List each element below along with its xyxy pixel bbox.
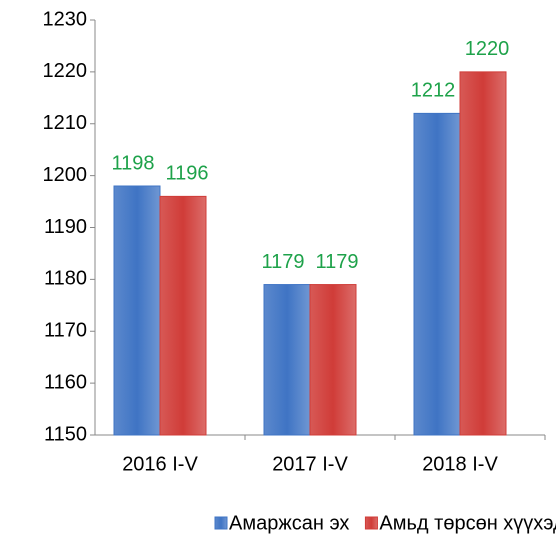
bar <box>309 284 357 436</box>
value-label: 1179 <box>261 251 304 273</box>
y-tick-label: 1150 <box>44 423 87 445</box>
y-tick-label: 1190 <box>44 216 87 238</box>
value-label: 1198 <box>111 152 154 174</box>
y-tick-label: 1170 <box>44 320 87 342</box>
value-label: 1179 <box>315 251 358 273</box>
y-tick-label: 1210 <box>43 112 88 134</box>
bar <box>263 284 311 436</box>
bar <box>413 112 461 436</box>
legend-label: Амьд төрсөн хүүхэд <box>379 512 556 534</box>
bar <box>113 185 161 436</box>
bar <box>459 71 507 436</box>
x-tick-label: 2018 I-V <box>422 453 498 475</box>
value-label: 1196 <box>165 163 208 185</box>
y-tick-label: 1220 <box>43 60 88 82</box>
y-tick-label: 1230 <box>43 8 88 30</box>
legend-swatch <box>364 516 378 530</box>
y-tick-label: 1180 <box>44 268 87 290</box>
x-tick-label: 2016 I-V <box>122 453 198 475</box>
value-label: 1212 <box>411 80 456 102</box>
legend-swatch <box>214 516 228 530</box>
bar <box>159 195 207 436</box>
legend-label: Амаржсан эх <box>229 512 349 534</box>
value-label: 1220 <box>465 38 510 60</box>
x-tick-label: 2017 I-V <box>272 453 348 475</box>
y-tick-label: 1200 <box>43 164 88 186</box>
y-tick-label: 1160 <box>44 371 87 393</box>
